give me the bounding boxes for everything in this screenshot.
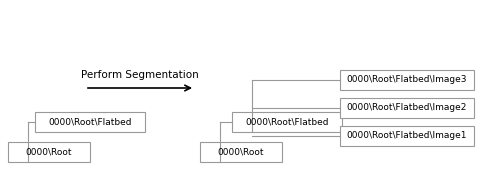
Bar [35, 112, 145, 132]
Bar [200, 142, 282, 162]
Text: 0000\Root\Flatbed\Image1: 0000\Root\Flatbed\Image1 [347, 132, 467, 140]
Bar [8, 142, 90, 162]
Text: 0000\Root\Flatbed: 0000\Root\Flatbed [48, 117, 132, 126]
Text: 0000\Root: 0000\Root [218, 148, 264, 157]
Bar [340, 126, 474, 146]
Text: 0000\Root\Flatbed: 0000\Root\Flatbed [245, 117, 329, 126]
Text: 0000\Root\Flatbed\Image3: 0000\Root\Flatbed\Image3 [347, 75, 467, 84]
Bar [232, 112, 342, 132]
Text: Perform Segmentation: Perform Segmentation [81, 70, 199, 80]
Bar [340, 70, 474, 90]
Text: 0000\Root: 0000\Root [26, 148, 72, 157]
Text: 0000\Root\Flatbed\Image2: 0000\Root\Flatbed\Image2 [347, 104, 467, 113]
Bar [340, 98, 474, 118]
